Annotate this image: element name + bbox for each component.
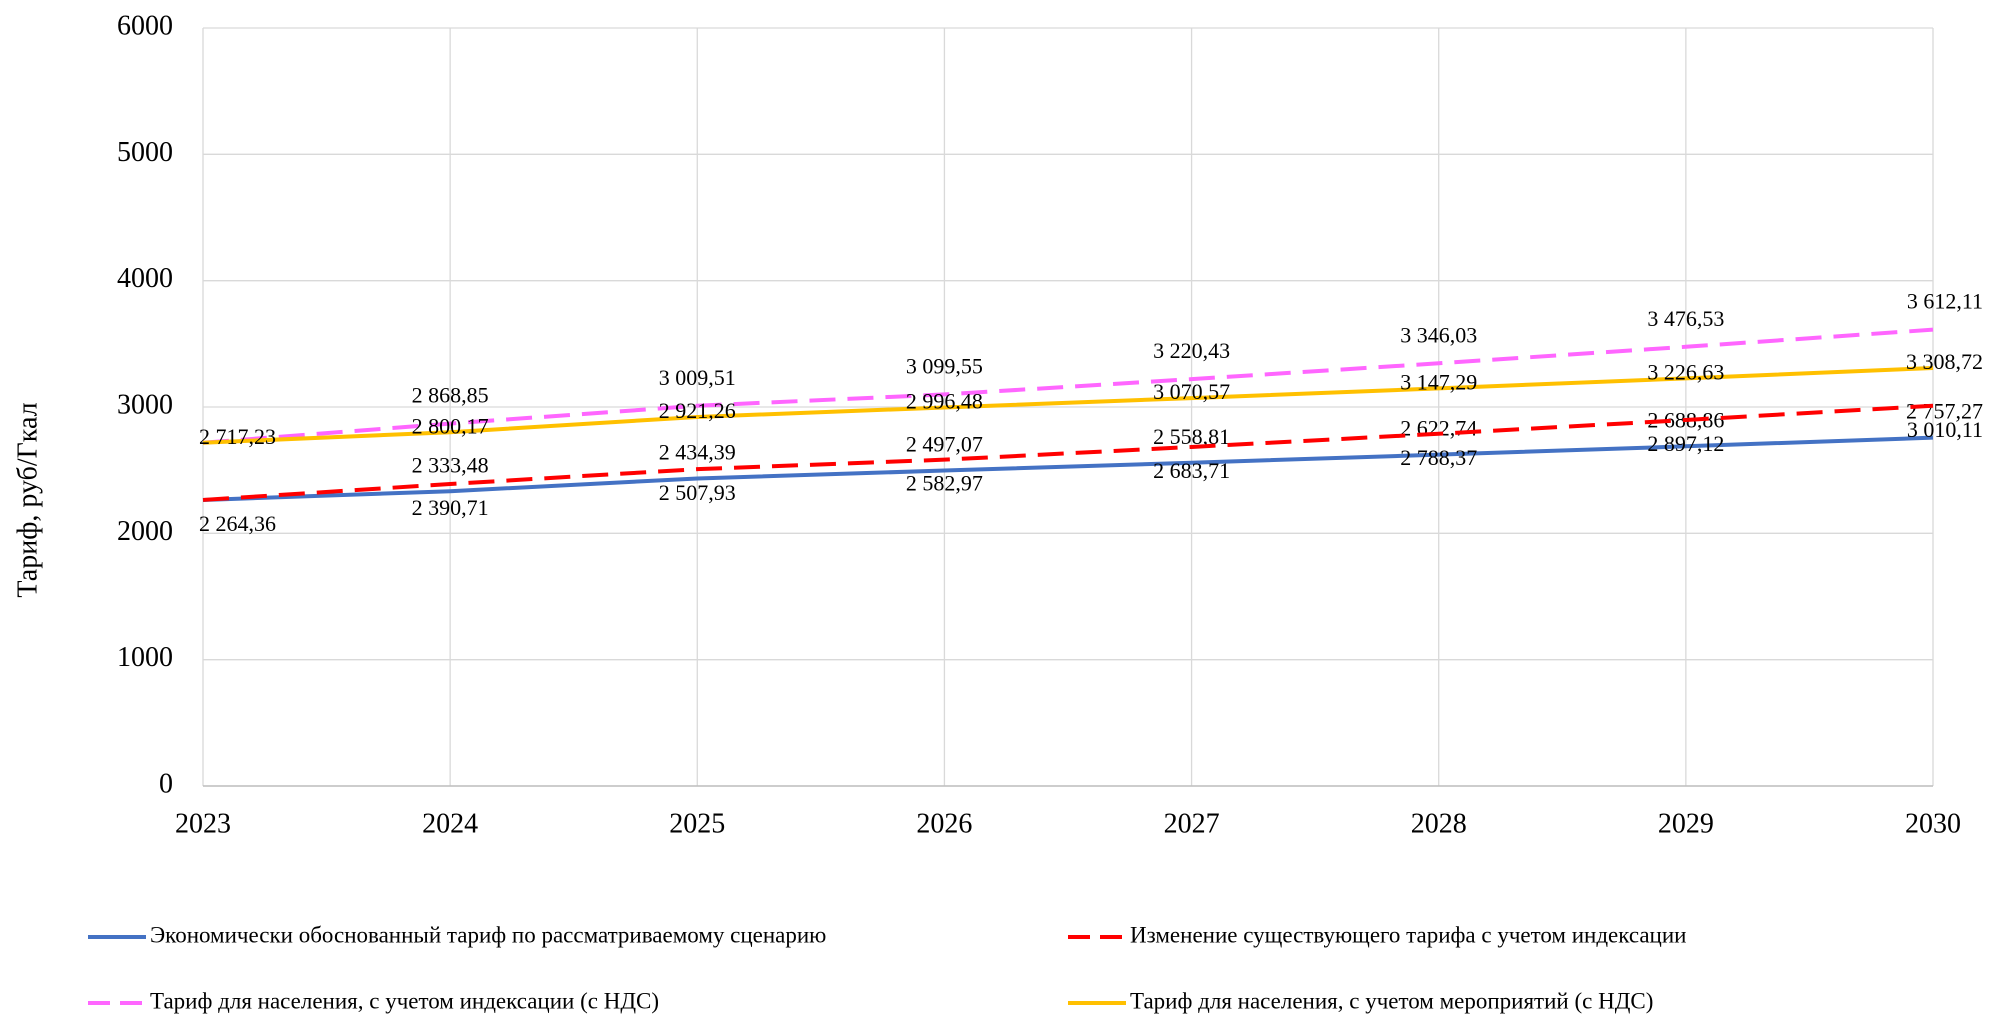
y-tick-label: 0 <box>159 768 173 799</box>
data-label: 3 010,11 <box>1907 417 1983 442</box>
data-label: 2 683,71 <box>1153 458 1230 483</box>
data-label: 2 507,93 <box>659 480 736 505</box>
data-label: 2 996,48 <box>906 388 983 413</box>
legend-label: Изменение существующего тарифа с учетом … <box>1130 922 1686 947</box>
data-label: 3 476,53 <box>1647 306 1724 331</box>
x-tick-label: 2023 <box>175 808 231 839</box>
data-label: 2 558,81 <box>1153 424 1230 449</box>
data-label: 2 390,71 <box>412 495 489 520</box>
data-label: 2 434,39 <box>659 440 736 465</box>
x-tick-label: 2029 <box>1658 808 1714 839</box>
x-tick-label: 2025 <box>669 808 725 839</box>
data-label: 2 921,26 <box>659 398 736 423</box>
legend-label: Экономически обоснованный тариф по рассм… <box>150 922 826 947</box>
data-label: 2 264,36 <box>199 511 276 536</box>
data-label: 3 009,51 <box>659 365 736 390</box>
data-label: 2 788,37 <box>1400 445 1477 470</box>
y-tick-label: 2000 <box>117 516 173 547</box>
legend-label: Тариф для населения, с учетом мероприяти… <box>1130 988 1653 1013</box>
y-tick-label: 4000 <box>117 263 173 294</box>
data-label: 3 346,03 <box>1400 322 1477 347</box>
y-tick-label: 6000 <box>117 10 173 41</box>
series-line <box>202 403 1934 502</box>
data-label: 2 868,85 <box>412 383 489 408</box>
x-tick-label: 2024 <box>422 808 478 839</box>
data-label: 2 333,48 <box>412 452 489 477</box>
series-line <box>202 435 1934 502</box>
series-line <box>202 327 1934 445</box>
data-label: 3 147,29 <box>1400 369 1477 394</box>
data-label: 3 226,63 <box>1647 359 1724 384</box>
series-line <box>202 365 1934 445</box>
legend-label: Тариф для населения, с учетом индексации… <box>150 988 659 1013</box>
y-axis-title: Тариф, руб/Гкал <box>12 402 43 597</box>
y-tick-label: 3000 <box>117 389 173 420</box>
x-tick-label: 2030 <box>1905 808 1961 839</box>
data-label: 3 612,11 <box>1907 289 1983 314</box>
data-label: 3 070,57 <box>1153 379 1230 404</box>
data-label: 3 099,55 <box>906 353 983 378</box>
x-tick-label: 2027 <box>1164 808 1220 839</box>
data-label: 2 757,27 <box>1906 399 1983 424</box>
x-tick-label: 2026 <box>916 808 972 839</box>
data-label: 2 497,07 <box>906 432 983 457</box>
x-tick-label: 2028 <box>1411 808 1467 839</box>
data-label: 2 800,17 <box>412 413 489 438</box>
data-label: 3 220,43 <box>1153 338 1230 363</box>
data-label: 2 717,23 <box>199 424 276 449</box>
y-tick-label: 1000 <box>117 642 173 673</box>
y-tick-label: 5000 <box>117 137 173 168</box>
data-label: 2 897,12 <box>1647 431 1724 456</box>
data-label: 2 582,97 <box>906 471 983 496</box>
data-label: 3 308,72 <box>1906 349 1983 374</box>
data-label: 2 622,74 <box>1400 416 1477 441</box>
